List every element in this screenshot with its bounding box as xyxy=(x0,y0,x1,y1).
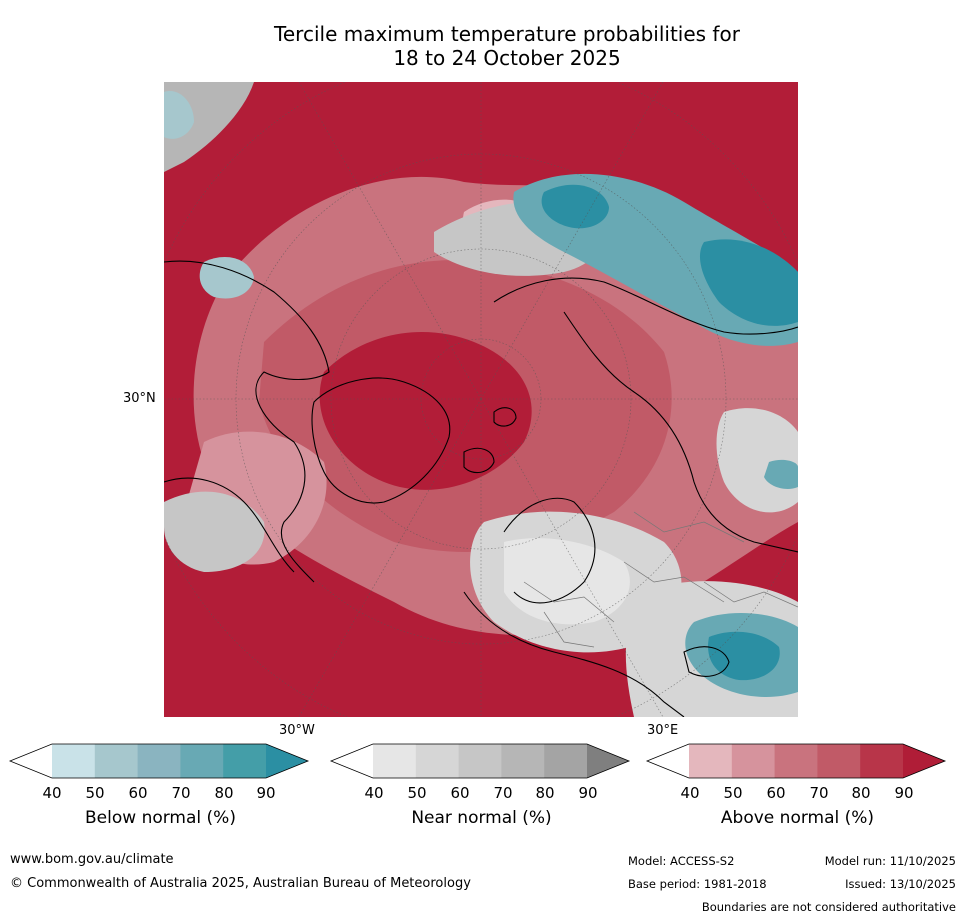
colorbar-segment xyxy=(501,744,545,778)
tick-label: 50 xyxy=(407,784,427,802)
boundaries-disclaimer: Boundaries are not considered authoritat… xyxy=(701,900,956,914)
below-normal-alaska xyxy=(199,257,254,299)
colorbar-segment xyxy=(137,744,181,778)
colorbar-segment xyxy=(373,744,417,778)
colorbar-extend-min xyxy=(647,744,689,778)
copyright-text: © Commonwealth of Australia 2025, Austra… xyxy=(10,876,471,891)
tick-label: 90 xyxy=(256,784,276,802)
colorbar-below-normal xyxy=(8,743,310,779)
colorbar-segment xyxy=(731,744,776,778)
tick-label: 80 xyxy=(851,784,871,802)
model-run-date: Model run: 11/10/2025 xyxy=(824,854,956,868)
below-normal-topleft xyxy=(164,91,194,139)
colorbar-extend-max xyxy=(587,744,629,778)
coast-black-caspian xyxy=(683,646,730,677)
coast-greenland xyxy=(311,377,451,504)
coast-canada-arctic xyxy=(164,260,330,583)
tick-label: 80 xyxy=(214,784,234,802)
coast-iceland xyxy=(463,447,495,474)
tick-label: 60 xyxy=(450,784,470,802)
colorbar-extend-min xyxy=(10,744,52,778)
colorbar-segment xyxy=(415,744,460,778)
tick-label: 90 xyxy=(578,784,598,802)
tick-label: 40 xyxy=(680,784,700,802)
model-name: Model: ACCESS-S2 xyxy=(628,854,735,868)
colorbar-segment xyxy=(223,744,267,778)
colorbar-segment xyxy=(774,744,818,778)
colorbar-segment xyxy=(94,744,139,778)
coast-siberia xyxy=(493,277,798,335)
colorbar-segment xyxy=(689,744,733,778)
colorbar-extend-max xyxy=(266,744,308,778)
issued-date: Issued: 13/10/2025 xyxy=(845,877,956,891)
colorbar-segment xyxy=(817,744,861,778)
colorbar-below-title: Below normal (%) xyxy=(85,808,236,828)
tick-label: 70 xyxy=(493,784,513,802)
country-borders xyxy=(523,511,798,648)
tick-label: 40 xyxy=(364,784,384,802)
tick-label: 70 xyxy=(171,784,191,802)
tick-label: 60 xyxy=(766,784,786,802)
above-zone-core xyxy=(319,332,532,490)
coast-scandinavia xyxy=(503,497,596,604)
colorbar-segment xyxy=(180,744,224,778)
colorbar-outline xyxy=(645,743,947,779)
tick-label: 60 xyxy=(128,784,148,802)
coast-europe xyxy=(463,591,685,717)
colorbar-segment xyxy=(860,744,904,778)
title-line-2: 18 to 24 October 2025 xyxy=(393,46,621,70)
longitude-label-east: 30°E xyxy=(647,723,679,738)
title-line-1: Tercile maximum temperature probabilitie… xyxy=(274,22,740,46)
below-normal-east xyxy=(764,459,798,489)
coastlines xyxy=(164,260,798,717)
colorbar-segment xyxy=(544,744,588,778)
latitude-label: 30°N xyxy=(123,391,156,406)
tick-label: 40 xyxy=(42,784,62,802)
near-normal-west xyxy=(164,491,265,572)
below-normal-central xyxy=(541,184,609,229)
colorbar-above-segments xyxy=(645,743,947,779)
colorbar-near-title: Near normal (%) xyxy=(411,808,552,828)
below-normal-siberia-core xyxy=(699,239,798,326)
colorbar-above-title: Above normal (%) xyxy=(720,808,875,828)
map-title: Tercile maximum temperature probabilitie… xyxy=(0,22,965,70)
longitude-label-west: 30°W xyxy=(279,723,315,738)
base-period: Base period: 1981-2018 xyxy=(628,877,767,891)
colorbar-below-segments xyxy=(8,743,310,779)
graticule xyxy=(164,82,798,717)
tick-label: 50 xyxy=(85,784,105,802)
tick-label: 80 xyxy=(535,784,555,802)
website-link[interactable]: www.bom.gov.au/climate xyxy=(10,852,174,867)
colorbar-near-normal xyxy=(329,743,631,779)
tick-label: 90 xyxy=(894,784,914,802)
colorbar-extend-min xyxy=(331,744,373,778)
colorbar-segment xyxy=(52,744,96,778)
colorbar-outline xyxy=(329,743,631,779)
colorbar-extend-max xyxy=(903,744,945,778)
coast-north-america xyxy=(164,477,295,573)
colorbar-outline xyxy=(8,743,310,779)
colorbar-near-segments xyxy=(329,743,631,779)
probability-map xyxy=(164,82,798,717)
colorbar-above-normal xyxy=(645,743,947,779)
tick-label: 50 xyxy=(723,784,743,802)
colorbar-segment xyxy=(458,744,502,778)
coast-svalbard xyxy=(493,407,517,427)
coast-russia-arctic xyxy=(563,311,798,553)
tick-label: 70 xyxy=(809,784,829,802)
